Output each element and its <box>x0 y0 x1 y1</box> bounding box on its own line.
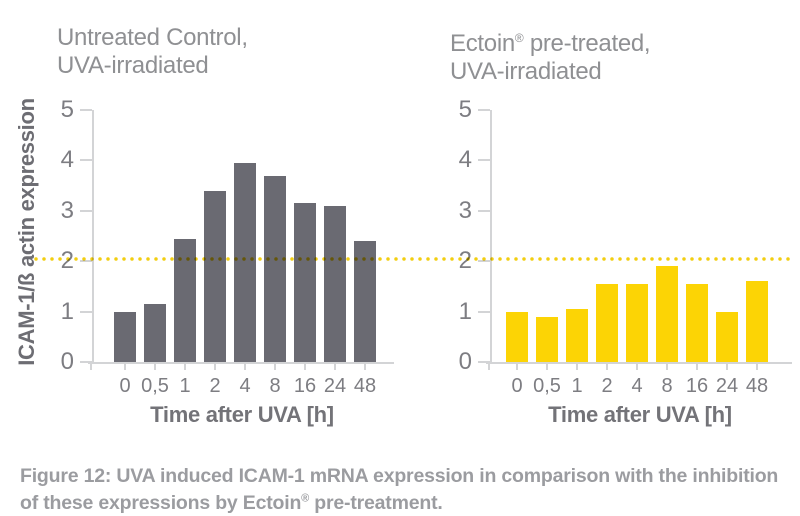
y-tick <box>478 159 490 162</box>
x-tick-label: 4 <box>631 375 643 397</box>
y-tick <box>478 310 490 313</box>
x-tick-label: 24 <box>323 375 347 397</box>
y-tick-label: 3 <box>60 196 74 224</box>
x-tick <box>576 362 578 370</box>
right-chart-title-line2: UVA-irradiated <box>450 58 602 85</box>
y-tick <box>80 109 92 111</box>
x-tick <box>516 362 518 370</box>
bar <box>324 205 346 362</box>
figure-caption: Figure 12: UVA induced ICAM-1 mRNA expre… <box>20 465 778 515</box>
right-chart-title-line1: Ectoin® pre-treated, <box>450 30 651 57</box>
x-tick <box>154 362 156 370</box>
x-tick <box>184 362 186 370</box>
x-tick <box>274 362 276 370</box>
bar <box>234 162 256 362</box>
y-tick-label: 3 <box>458 196 472 224</box>
x-tick <box>124 362 126 370</box>
bar <box>506 311 528 362</box>
y-tick <box>80 209 92 212</box>
x-tick <box>364 362 366 370</box>
bar <box>626 283 648 362</box>
bar <box>294 203 316 362</box>
bar <box>656 266 678 362</box>
x-tick <box>756 362 758 370</box>
right-chart-title: Ectoin® pre-treated, UVA-irradiated <box>450 24 651 86</box>
x-tick-label: 16 <box>293 375 317 397</box>
left-x-axis-title: Time after UVA [h] <box>150 402 334 427</box>
x-axis-line <box>486 362 792 364</box>
y-tick <box>80 361 92 363</box>
y-tick <box>478 260 490 263</box>
bar <box>264 175 286 362</box>
x-tick-label: 4 <box>239 375 251 397</box>
x-tick <box>90 362 92 370</box>
x-tick-label: 8 <box>661 375 673 397</box>
bar <box>114 311 136 362</box>
left-chart-title-line2: UVA-irradiated <box>57 52 209 79</box>
bar <box>144 304 166 362</box>
x-tick <box>214 362 216 370</box>
x-tick-label: 0,5 <box>141 375 169 397</box>
y-axis-line <box>490 110 492 362</box>
bar <box>204 190 226 362</box>
y-tick <box>80 260 92 263</box>
y-tick <box>478 109 490 111</box>
x-tick <box>636 362 638 370</box>
y-tick-label: 0 <box>458 348 472 375</box>
bar <box>686 283 708 362</box>
y-tick-label: 5 <box>458 96 472 123</box>
x-tick-label: 1 <box>571 375 583 397</box>
bar <box>174 238 196 362</box>
y-tick-label: 5 <box>60 96 74 123</box>
x-tick <box>304 362 306 370</box>
right-chart: 0 1 2 3 4 5 0 0,5 1 2 4 8 16 24 48 <box>459 96 792 397</box>
y-tick <box>80 310 92 313</box>
x-tick-label: 16 <box>685 375 709 397</box>
x-axis-line <box>88 362 394 364</box>
y-tick-label: 4 <box>458 146 472 174</box>
y-tick-label: 2 <box>458 247 472 275</box>
x-tick-label: 8 <box>269 375 281 397</box>
y-tick-label: 4 <box>60 146 74 174</box>
bar <box>536 316 558 362</box>
figure-caption-line2: of these expressions by Ectoin® pre-trea… <box>20 492 443 514</box>
x-tick <box>606 362 608 370</box>
x-tick-label: 0 <box>119 375 131 397</box>
x-tick-label: 0,5 <box>533 375 561 397</box>
bar <box>716 311 738 362</box>
y-tick <box>478 209 490 212</box>
x-tick-label: 2 <box>601 375 613 397</box>
y-tick <box>80 159 92 162</box>
y-axis-line <box>92 110 94 362</box>
x-tick-label: 24 <box>715 375 739 397</box>
bar <box>746 281 768 362</box>
x-tick <box>334 362 336 370</box>
y-tick-label: 2 <box>60 247 74 275</box>
left-chart-title-line1: Untreated Control, <box>57 24 248 51</box>
x-tick-label: 1 <box>179 375 191 397</box>
y-axis-title: ICAM-1/ß actin expression <box>14 98 39 366</box>
x-tick <box>696 362 698 370</box>
y-tick-label: 1 <box>458 297 472 325</box>
x-tick-label: 2 <box>209 375 221 397</box>
y-tick <box>478 361 490 363</box>
x-tick <box>726 362 728 370</box>
x-tick <box>546 362 548 370</box>
x-tick-label: 48 <box>353 375 377 397</box>
left-chart-title: Untreated Control, UVA-irradiated <box>57 24 248 80</box>
bar <box>566 309 588 362</box>
x-tick-label: 48 <box>745 375 769 397</box>
right-x-axis-title: Time after UVA [h] <box>548 402 732 427</box>
bar <box>596 283 618 362</box>
y-tick-label: 0 <box>60 348 74 375</box>
x-tick <box>244 362 246 370</box>
left-chart: 0 1 2 3 4 5 0 0,5 1 2 4 8 16 24 48 <box>61 96 394 397</box>
x-tick-label: 0 <box>511 375 523 397</box>
x-tick <box>488 362 490 370</box>
figure-caption-line1: Figure 12: UVA induced ICAM-1 mRNA expre… <box>20 465 779 487</box>
y-tick-label: 1 <box>60 297 74 325</box>
bar <box>354 241 376 362</box>
x-tick <box>666 362 668 370</box>
